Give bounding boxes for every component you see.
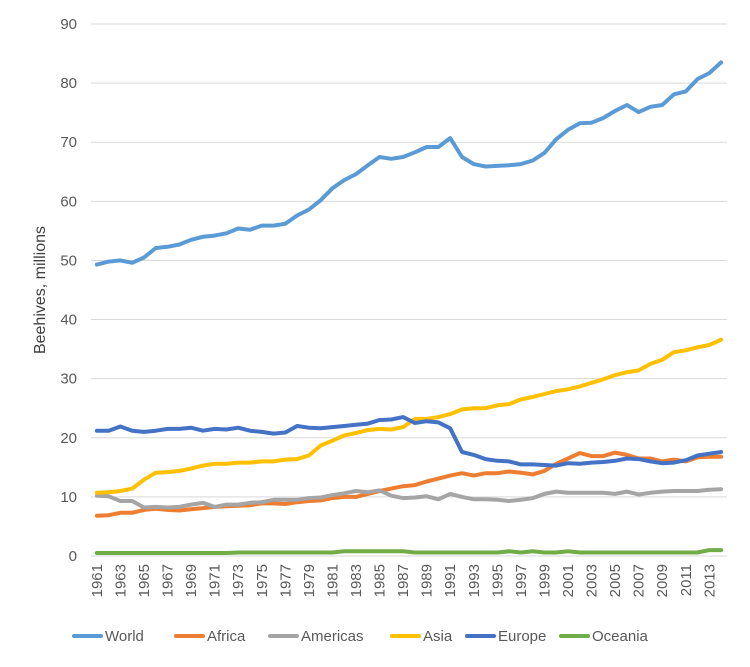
y-axis-label: Beehives, millions [32, 226, 49, 354]
x-tick-label: 1965 [136, 564, 153, 597]
y-tick-label: 80 [60, 75, 77, 92]
x-tick-label: 1969 [183, 564, 200, 597]
gridlines [91, 23, 727, 557]
x-tick-label: 2007 [631, 564, 648, 597]
series-line-oceania [94, 548, 724, 555]
y-tick-label: 50 [60, 252, 77, 269]
series-line-asia [94, 337, 724, 495]
x-tick-label: 1989 [419, 564, 436, 597]
x-tick-label: 1999 [536, 564, 553, 597]
legend-label-europe: Europe [498, 628, 546, 645]
x-tick-label: 1987 [395, 564, 412, 597]
x-tick-label: 1963 [112, 564, 129, 597]
x-axis-ticks: 1961 1963 1965 1967 1969 1971 1973 1975 1977 1979… [89, 564, 718, 597]
x-tick-label: 1977 [277, 564, 294, 597]
x-tick-label: 2001 [560, 564, 577, 597]
x-tick-label: 1979 [301, 564, 318, 597]
x-tick-label: 1961 [89, 564, 106, 597]
y-tick-label: 20 [60, 430, 77, 447]
legend-label-oceania: Oceania [592, 628, 649, 645]
series-line-americas [94, 487, 724, 510]
x-tick-label: 1975 [254, 564, 271, 597]
x-tick-label: 1995 [489, 564, 506, 597]
series-line-world [94, 60, 724, 267]
y-tick-label: 60 [60, 193, 77, 210]
x-tick-label: 2009 [654, 564, 671, 597]
y-axis-ticks: 0 10 20 30 40 50 60 70 80 90 [60, 16, 77, 565]
x-tick-label: 1981 [324, 564, 341, 597]
x-tick-label: 1973 [230, 564, 247, 597]
series-line-africa [94, 450, 724, 518]
legend-label-world: World [105, 628, 144, 645]
x-tick-label: 1991 [442, 564, 459, 597]
y-tick-label: 30 [60, 371, 77, 388]
legend: World Africa Americas Asia Europe Oceania [72, 628, 649, 645]
legend-label-americas: Americas [301, 628, 364, 645]
x-tick-label: 1985 [372, 564, 389, 597]
series-line-europe [94, 415, 724, 468]
x-tick-label: 2003 [584, 564, 601, 597]
x-tick-label: 2013 [701, 564, 718, 597]
x-tick-label: 1971 [207, 564, 224, 597]
legend-label-africa: Africa [207, 628, 246, 645]
x-tick-label: 1983 [348, 564, 365, 597]
y-tick-label: 90 [60, 16, 77, 33]
legend-label-asia: Asia [423, 628, 453, 645]
x-tick-label: 2005 [607, 564, 624, 597]
y-tick-label: 40 [60, 312, 77, 329]
y-tick-label: 70 [60, 134, 77, 151]
x-tick-label: 1993 [466, 564, 483, 597]
x-tick-label: 1967 [160, 564, 177, 597]
y-tick-label: 10 [60, 489, 77, 506]
series-lines [94, 60, 724, 555]
x-tick-label: 2011 [678, 564, 695, 596]
y-tick-label: 0 [69, 548, 77, 565]
x-tick-label: 1997 [513, 564, 530, 597]
